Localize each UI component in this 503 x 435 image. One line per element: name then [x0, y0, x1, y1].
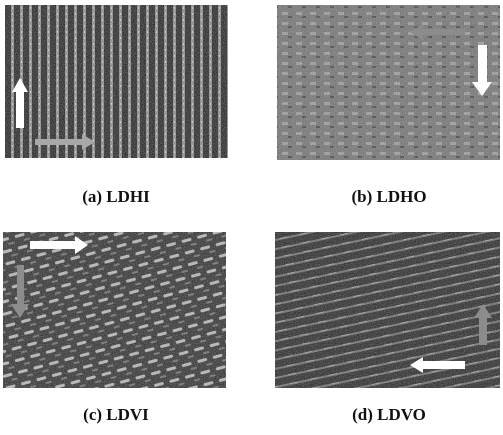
- panel-caption: (d) LDVO: [352, 405, 426, 424]
- panel-image: [275, 232, 500, 388]
- panel-image: [5, 5, 228, 158]
- panel-image: [277, 5, 500, 160]
- panel-image: [3, 232, 226, 388]
- figure: (a) LDHI (b) LDHO (c) LDVI (d) LDVO: [0, 0, 503, 435]
- panel-caption: (b) LDHO: [351, 187, 426, 206]
- panel-caption: (a) LDHI: [82, 187, 150, 206]
- figure-canvas: (a) LDHI (b) LDHO (c) LDVI (d) LDVO: [0, 0, 503, 435]
- panel-caption: (c) LDVI: [83, 405, 149, 424]
